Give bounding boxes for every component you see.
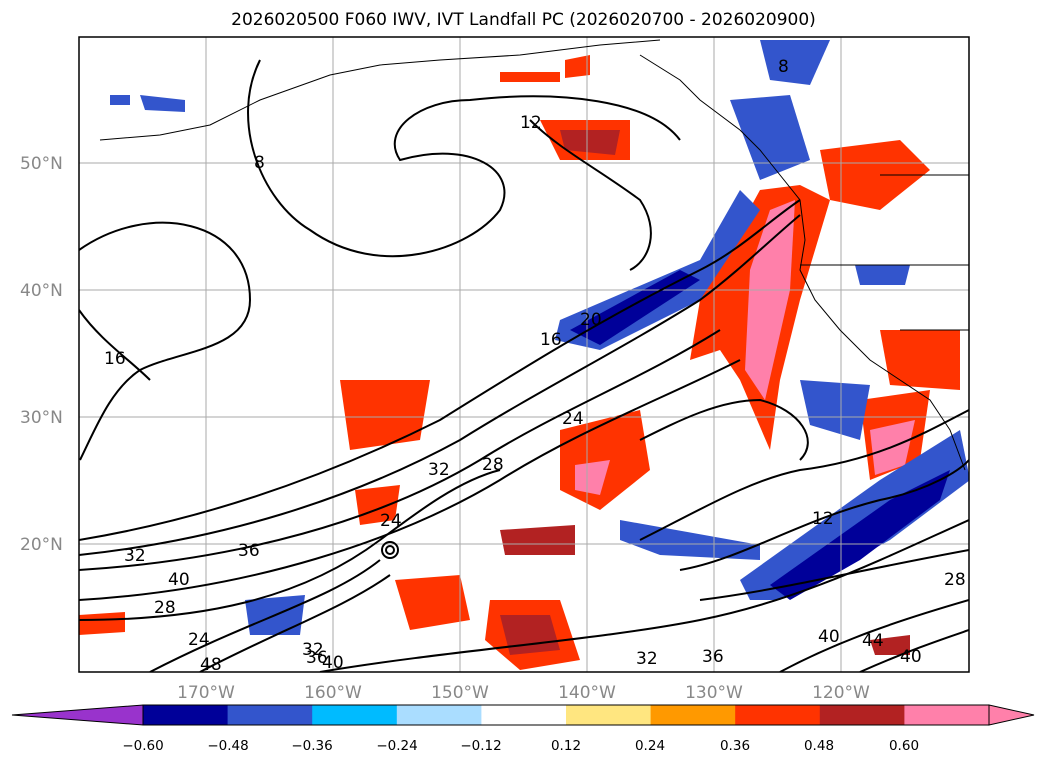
contour-label: 36 bbox=[702, 647, 724, 667]
contour-label: 44 bbox=[862, 631, 884, 651]
colorbar-tick-label: 0.36 bbox=[720, 738, 750, 754]
colorbar-segment bbox=[396, 705, 482, 725]
contour-label: 40 bbox=[322, 653, 344, 673]
colorbar-tick-label: −0.60 bbox=[122, 738, 163, 754]
contour-label: 12 bbox=[812, 509, 834, 529]
contour-label: 40 bbox=[818, 627, 840, 647]
colorbar-segment bbox=[650, 705, 736, 725]
contour-label: 28 bbox=[482, 455, 504, 475]
map-frame bbox=[78, 36, 970, 673]
contour-label: 32 bbox=[302, 640, 324, 660]
contour-label: 16 bbox=[540, 330, 562, 350]
colorbar-segment bbox=[481, 705, 567, 725]
colorbar-segment bbox=[312, 705, 398, 725]
colorbar-segment bbox=[566, 705, 652, 725]
graticule bbox=[79, 37, 969, 672]
contour-label: 24 bbox=[562, 409, 584, 429]
contour-label: 32 bbox=[428, 460, 450, 480]
colorbar-extend-high bbox=[988, 704, 1035, 726]
lon-label: 170°W bbox=[177, 683, 235, 703]
colorbar-segment bbox=[227, 705, 313, 725]
colorbar-tick-labels: −0.60 −0.48 −0.36 −0.24 −0.12 0.12 0.24 … bbox=[122, 738, 919, 754]
contour-label: 32 bbox=[124, 546, 146, 566]
colorbar-tick-label: 0.48 bbox=[804, 738, 834, 754]
iwv-contours bbox=[79, 59, 969, 672]
contour-label: 40 bbox=[900, 647, 922, 667]
lat-label: 50°N bbox=[20, 154, 63, 174]
colorbar-tick-label: 0.24 bbox=[635, 738, 665, 754]
lon-label: 120°W bbox=[812, 683, 870, 703]
contour-label: 16 bbox=[104, 349, 126, 369]
colorbar-extend-low bbox=[11, 704, 144, 726]
contour-label: 20 bbox=[580, 310, 602, 330]
colorbar-tick-label: −0.24 bbox=[376, 738, 417, 754]
colorbar-tick-label: 0.12 bbox=[551, 738, 581, 754]
colorbar bbox=[11, 704, 1035, 726]
contour-label: 40 bbox=[168, 570, 190, 590]
contour-label: 36 bbox=[238, 541, 260, 561]
latitude-labels: 50°N 40°N 30°N 20°N bbox=[20, 154, 63, 555]
colorbar-segment bbox=[735, 705, 821, 725]
longitude-labels: 170°W 160°W 150°W 140°W 130°W 120°W bbox=[177, 683, 870, 703]
colorbar-tick-label: −0.12 bbox=[460, 738, 501, 754]
lon-label: 150°W bbox=[431, 683, 489, 703]
coastline bbox=[99, 39, 969, 471]
lon-label: 130°W bbox=[685, 683, 743, 703]
contour-label: 8 bbox=[778, 57, 789, 77]
colorbar-segment bbox=[819, 705, 905, 725]
lon-label: 140°W bbox=[558, 683, 616, 703]
contour-label: 32 bbox=[636, 649, 658, 669]
positive-anomaly-shading bbox=[79, 55, 960, 670]
negative-anomaly-shading bbox=[110, 40, 969, 635]
contour-label: 36 bbox=[306, 648, 328, 668]
map-title: 2026020500 F060 IWV, IVT Landfall PC (20… bbox=[231, 10, 816, 30]
contour-label: 12 bbox=[520, 113, 542, 133]
colorbar-segment bbox=[143, 705, 229, 725]
lat-label: 20°N bbox=[20, 535, 63, 555]
map-area: 8 16 12 16 20 24 28 32 36 32 28 40 24 48… bbox=[79, 37, 969, 675]
contour-label: 24 bbox=[380, 511, 402, 531]
lat-label: 40°N bbox=[20, 281, 63, 301]
contour-label: 24 bbox=[188, 630, 210, 650]
lon-label: 160°W bbox=[304, 683, 362, 703]
colorbar-tick-label: −0.48 bbox=[207, 738, 248, 754]
contour-label: 28 bbox=[154, 598, 176, 618]
colorbar-tick-label: 0.60 bbox=[889, 738, 919, 754]
colorbar-tick-label: −0.36 bbox=[291, 738, 332, 754]
contour-label: 8 bbox=[254, 153, 265, 173]
contour-label: 48 bbox=[200, 655, 222, 675]
colorbar-segment bbox=[904, 705, 990, 725]
colorbar-border bbox=[142, 704, 990, 726]
contour-labels: 8 16 12 16 20 24 28 32 36 32 28 40 24 48… bbox=[104, 57, 966, 675]
contour-label: 28 bbox=[944, 570, 966, 590]
lat-label: 30°N bbox=[20, 408, 63, 428]
